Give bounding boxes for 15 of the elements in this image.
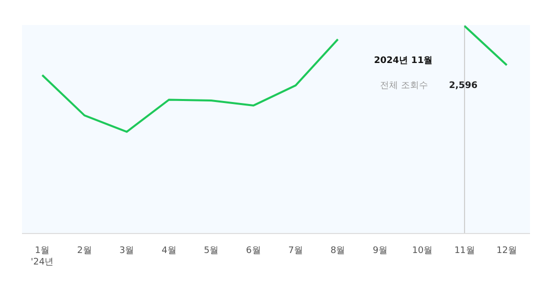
x-tick-label: 11월 [454,246,475,256]
x-tick-label: 8월 [330,246,346,256]
x-tick-label: 1월 '24년 [30,246,54,268]
x-tick-label: 2월 [77,246,92,256]
x-tick-label: 6월 [246,246,261,256]
x-tick-label: 5월 [204,246,219,256]
annotation: 전체 조회수 [380,81,428,91]
x-tick-label: 9월 [372,246,388,256]
x-tick-label: 7월 [288,246,304,256]
x-tick-label: 12월 [496,246,517,256]
x-tick-label: 10월 [412,246,433,256]
annotation: 2,596 [449,81,478,91]
x-tick-label: 3월 [119,246,134,256]
x-tick-label: 4월 [162,246,176,256]
annotation: 2024년 11월 [374,56,433,66]
